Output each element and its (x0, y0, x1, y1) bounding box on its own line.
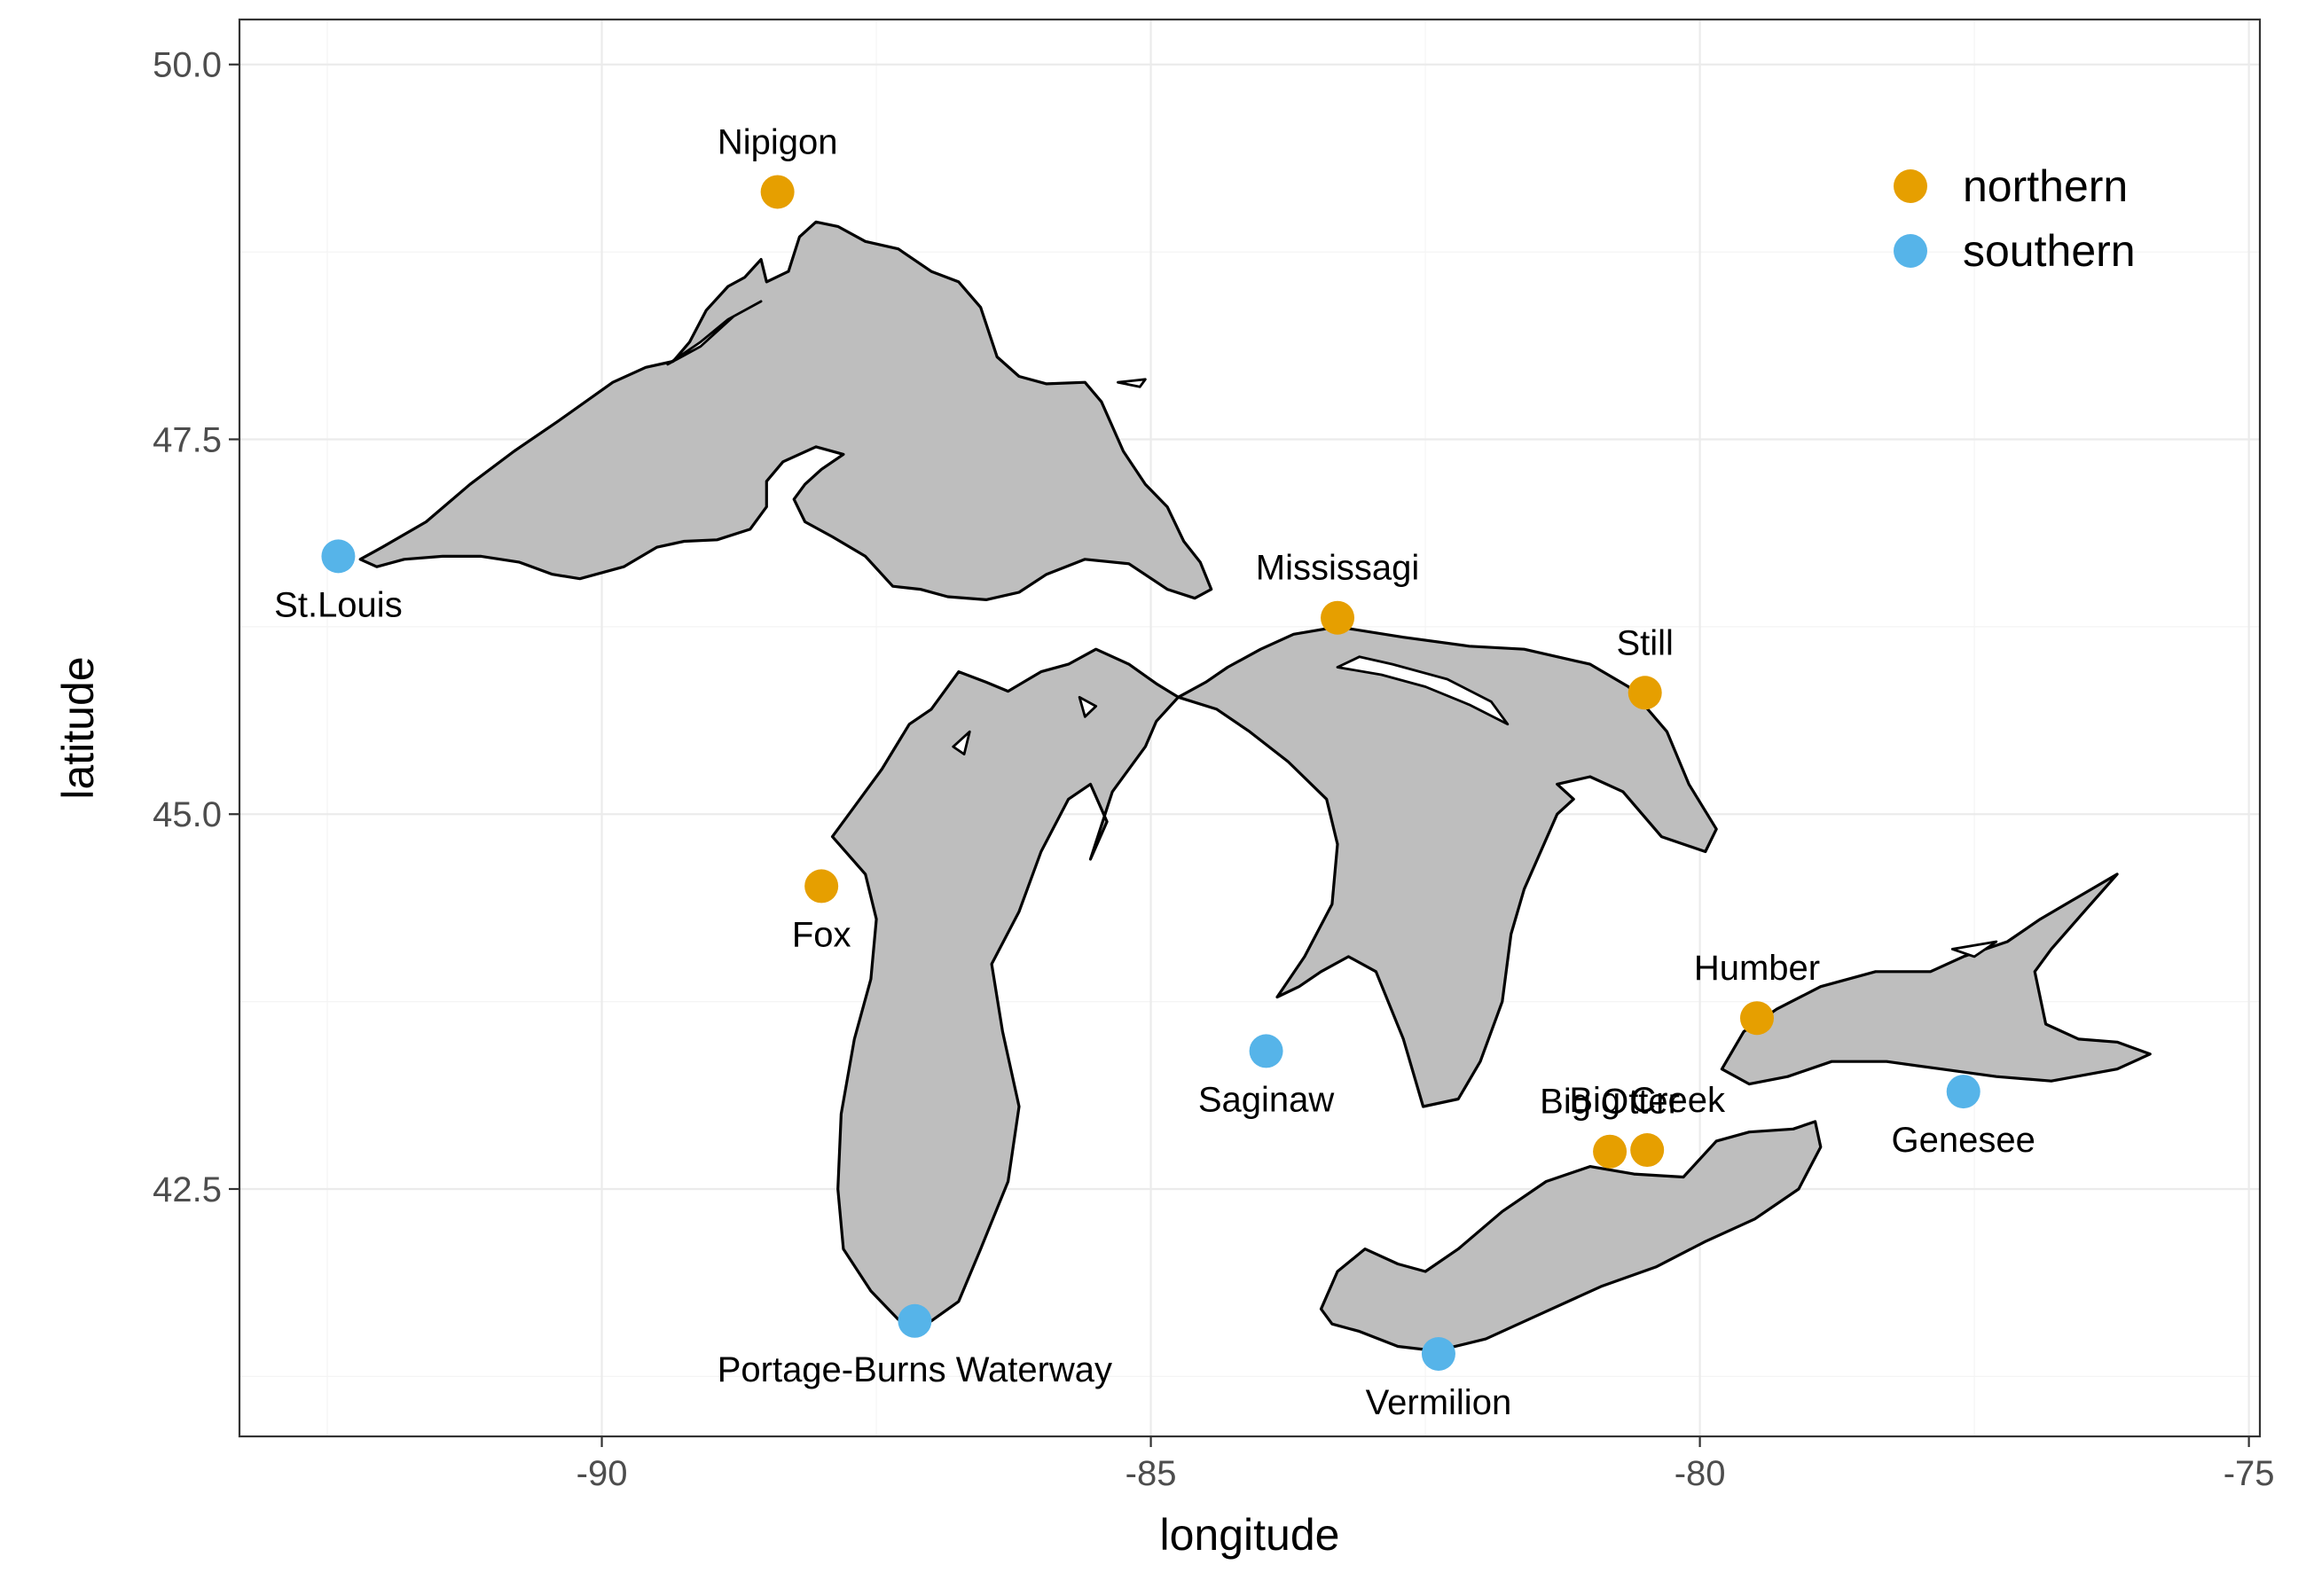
y-tick-label: 42.5 (153, 1170, 222, 1209)
island-superior (666, 300, 763, 366)
site-label-nipigon: Nipigon (718, 122, 838, 161)
island-ontario (1950, 940, 1998, 958)
legend-label-southern: southern (1963, 226, 2136, 276)
island-superior (1117, 378, 1147, 388)
x-tick-label: -80 (1675, 1454, 1726, 1493)
site-point-saginaw (1249, 1034, 1283, 1068)
axis-ticks: -90 -85 -80 -75 42.5 45.0 47.5 50.0 (153, 46, 2274, 1493)
x-axis-title: longitude (1160, 1510, 1340, 1560)
site-point-big-creek (1630, 1133, 1665, 1168)
island-michigan (1078, 695, 1098, 718)
lake-huron (1176, 625, 1718, 1108)
site-point-vermilion (1421, 1336, 1455, 1371)
site-label-still: Still (1616, 623, 1673, 662)
site-point-mississagi (1321, 600, 1355, 635)
x-tick-label: -85 (1126, 1454, 1177, 1493)
lake-ontario (1720, 872, 2152, 1086)
site-labels: Nipigon St.Louis Mississagi Still Fox Humber S… (274, 122, 2035, 1422)
site-point-nipigon (760, 175, 795, 209)
site-point-fox (804, 869, 839, 904)
site-label-mississagi: Mississagi (1256, 549, 1419, 588)
site-point-portage-burns-waterway (898, 1303, 932, 1338)
site-point-genesee (1946, 1075, 1980, 1109)
site-point-big-otter (1593, 1134, 1628, 1169)
x-tick-label: -75 (2224, 1454, 2275, 1493)
y-tick-label: 47.5 (153, 420, 222, 459)
site-label-humber: Humber (1694, 949, 1820, 988)
site-label-st-louis: St.Louis (274, 585, 403, 624)
panel-grid (239, 20, 2260, 1436)
island-michigan (952, 730, 971, 755)
site-point-still (1628, 676, 1662, 710)
site-label-fox: Fox (792, 915, 851, 954)
site-point-st-louis (321, 539, 356, 574)
lake-erie (1319, 1120, 1823, 1353)
site-label-big-otter: Big Otter (1540, 1083, 1680, 1122)
panel-border (238, 18, 2262, 1438)
lake-michigan (830, 647, 1180, 1323)
site-label-genesee: Genesee (1892, 1121, 2035, 1160)
lake-superior (358, 220, 1213, 601)
y-tick-label: 50.0 (153, 46, 222, 85)
site-label-portage-burns-waterway: Portage-Burns Waterway (718, 1350, 1112, 1389)
site-label-saginaw: Saginaw (1198, 1080, 1335, 1119)
site-markers (321, 175, 1980, 1371)
legend-label-northern: northern (1963, 161, 2128, 211)
legend-key-southern (1894, 234, 1927, 268)
legend-key-northern (1894, 169, 1927, 203)
y-tick-label: 45.0 (153, 795, 222, 834)
great-lakes-shapes (358, 220, 2152, 1353)
legend: northern southern (1894, 161, 2136, 276)
site-point-humber (1739, 1001, 1774, 1036)
site-label-big-creek: Big Creek (1569, 1081, 1726, 1120)
y-axis-title: latitude (53, 656, 103, 799)
x-tick-label: -90 (576, 1454, 628, 1493)
site-label-vermilion: Vermilion (1366, 1383, 1512, 1422)
island-huron (1336, 655, 1510, 726)
